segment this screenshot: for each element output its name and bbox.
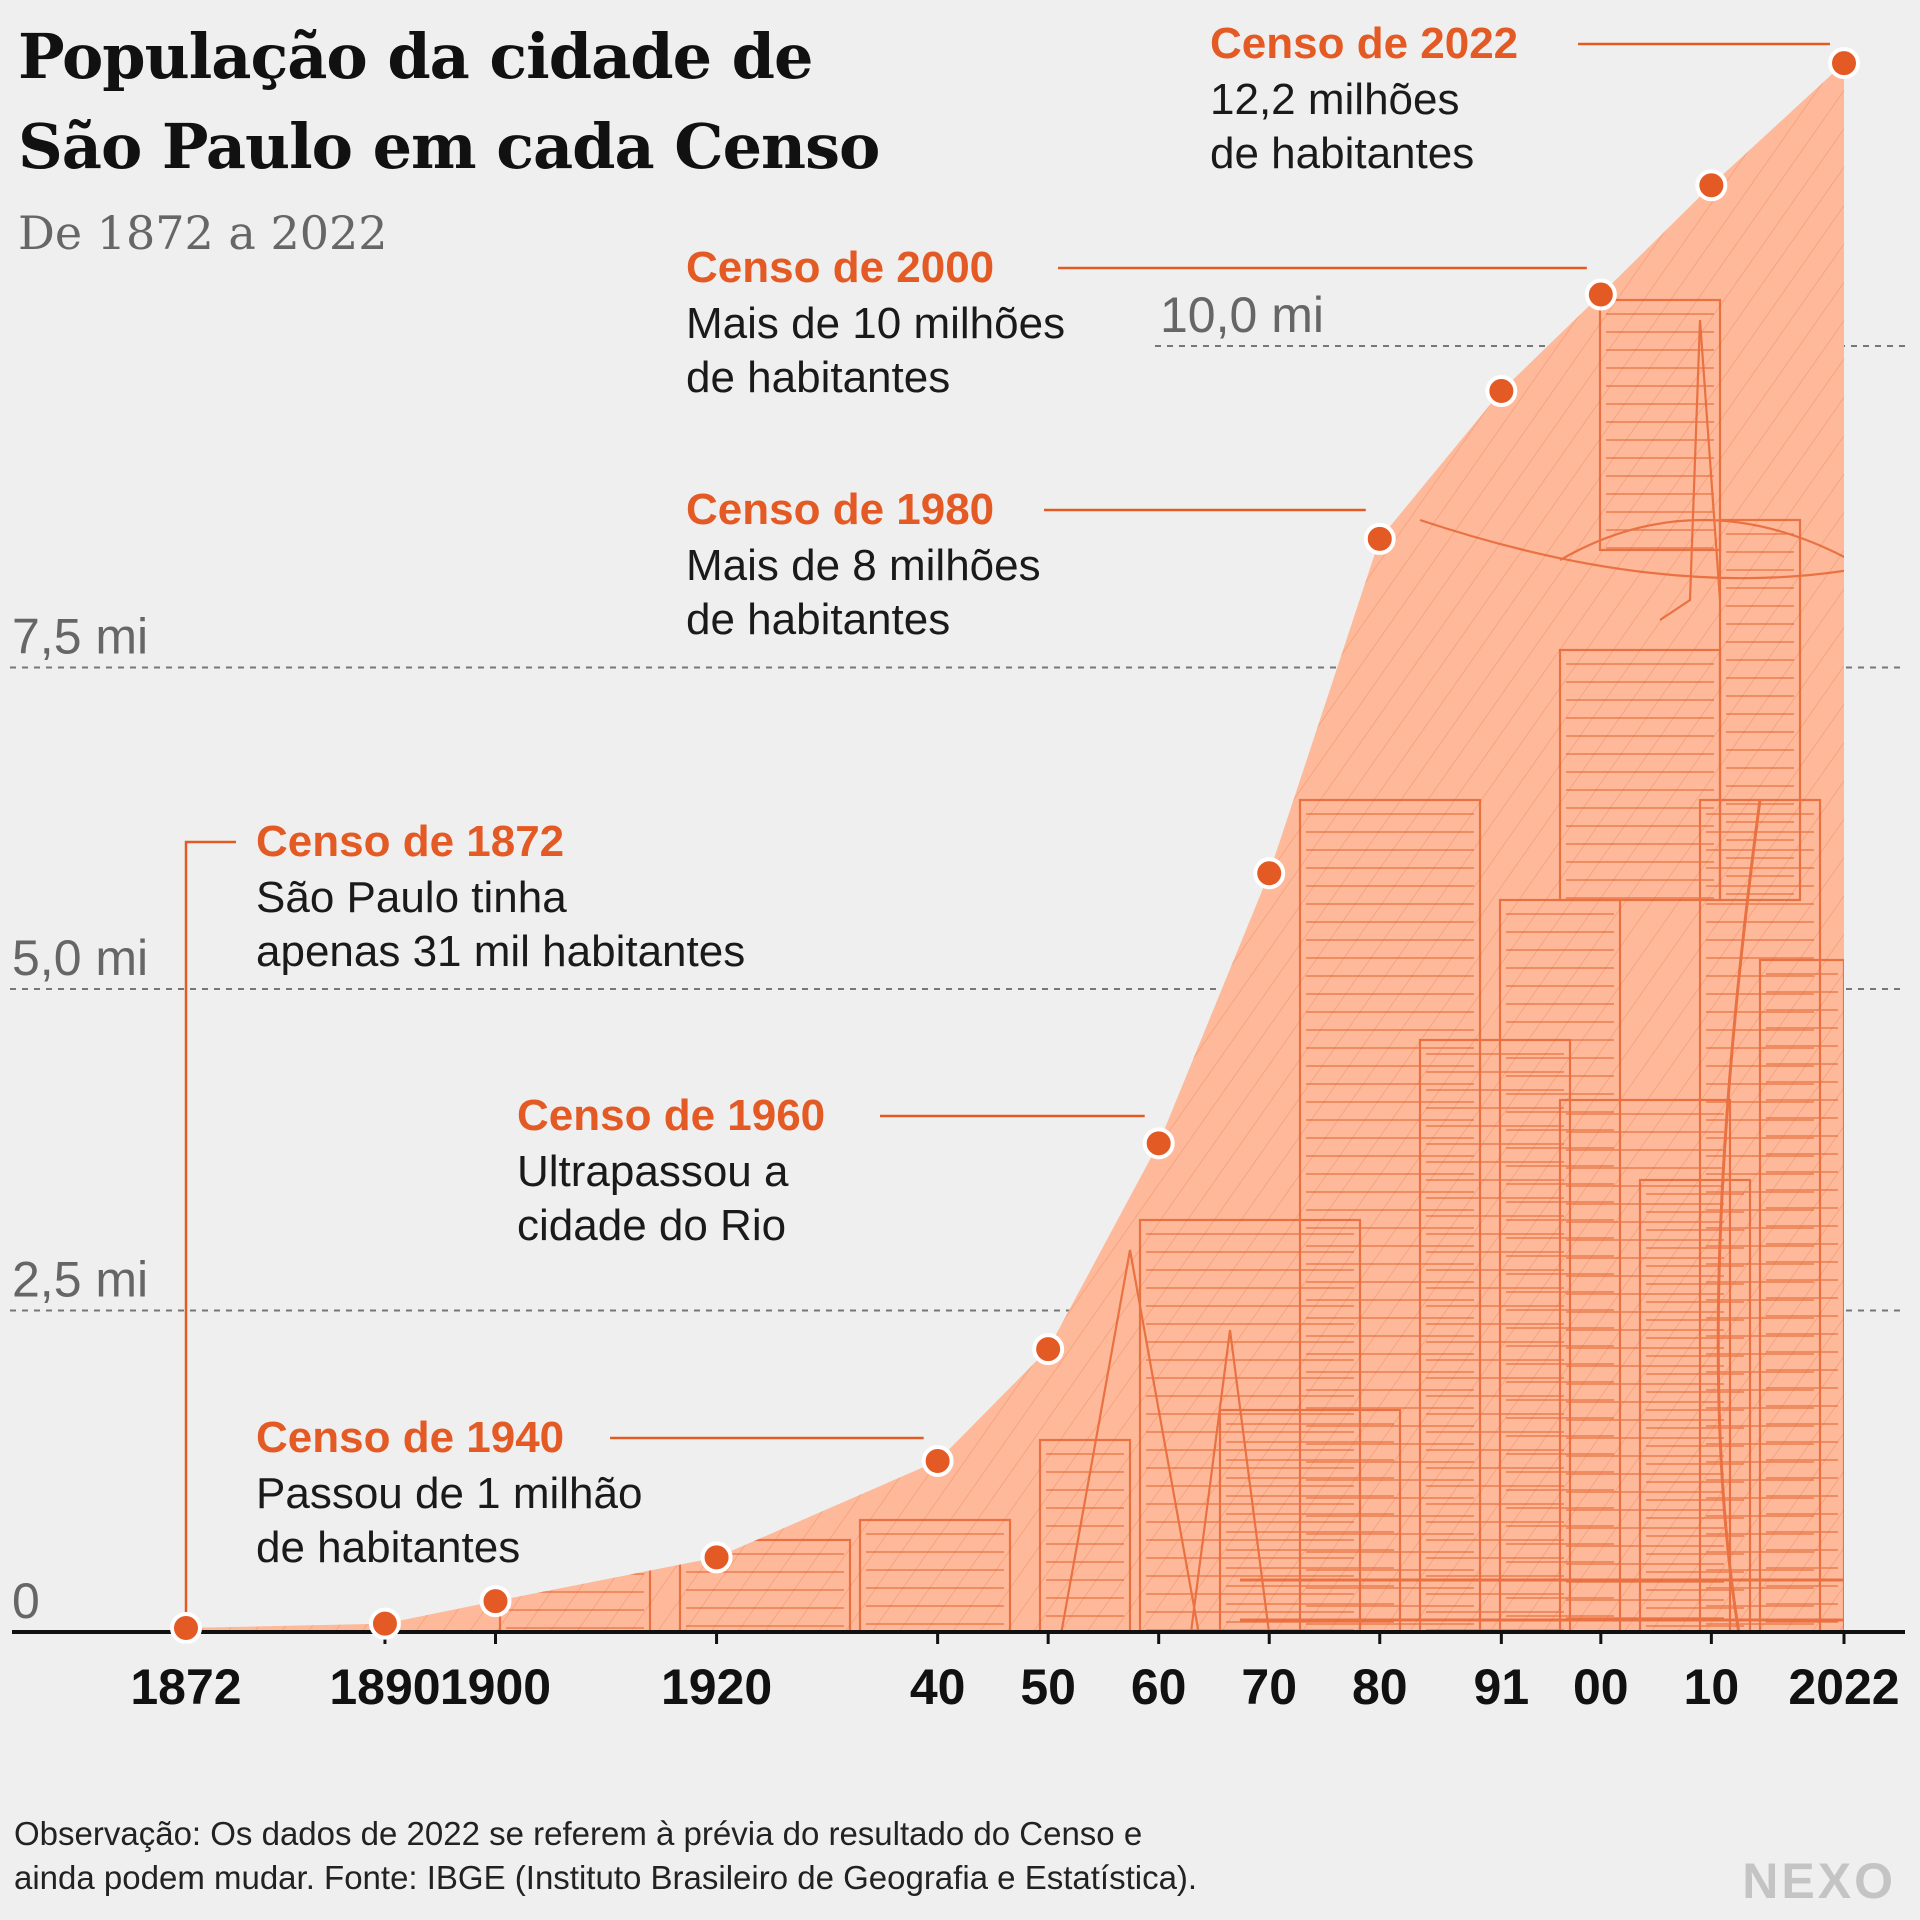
y-tick-label: 5,0 mi <box>12 930 148 986</box>
data-point-2000 <box>1584 278 1617 311</box>
annotation-1960: Censo de 1960 Ultrapassou a cidade do Rio <box>517 1091 1145 1250</box>
data-point-1872 <box>170 1612 202 1645</box>
x-tick-label: 70 <box>1241 1659 1297 1715</box>
data-point-1920 <box>700 1541 733 1574</box>
data-point-1890 <box>368 1607 401 1640</box>
title-line-1: População da cidade de <box>18 20 813 93</box>
annotation-title: Censo de 2022 <box>1210 19 1518 68</box>
annotation-2000: Censo de 2000 Mais de 10 milhões de habita… <box>686 243 1587 402</box>
data-points <box>170 47 1860 1645</box>
chart-title: População da cidade de São Paulo em cada… <box>18 12 880 192</box>
title-line-2: São Paulo em cada Censo <box>18 110 880 183</box>
data-point-2010 <box>1695 169 1728 202</box>
x-tick-label: 91 <box>1474 1659 1530 1715</box>
annotation-text: São Paulo tinha <box>256 873 567 922</box>
nexo-logo: NEXO <box>1742 1853 1896 1909</box>
leader-line <box>184 840 236 1615</box>
tick-labels: 0 2,5 mi 5,0 mi 7,5 mi 10,0 mi 1872 1890 1900 19… <box>12 287 1900 1715</box>
annotation-1872: Censo de 1872 São Paulo tinha apenas 31 mi… <box>184 817 745 1615</box>
annotation-text: de habitantes <box>256 1523 520 1572</box>
building-shape <box>1718 518 1802 902</box>
note-line-2: ainda podem mudar. Fonte: IBGE (Institut… <box>14 1859 1198 1896</box>
data-point-1991 <box>1485 375 1518 408</box>
x-tick-label: 60 <box>1131 1659 1187 1715</box>
building-shape <box>1598 298 1722 552</box>
annotation-title: Censo de 1940 <box>256 1413 564 1462</box>
chart-subtitle: De 1872 a 2022 <box>18 206 388 260</box>
annotation-title: Censo de 2000 <box>686 243 994 292</box>
data-point-1960 <box>1142 1127 1175 1160</box>
annotation-2022: Censo de 2022 12,2 milhões de habitantes <box>1210 19 1830 178</box>
bridge-cables <box>1419 319 1844 621</box>
x-tick-label: 2022 <box>1788 1659 1899 1715</box>
annotation-text: de habitantes <box>1210 129 1474 178</box>
y-tick-label: 7,5 mi <box>12 609 148 665</box>
x-tick-label: 00 <box>1573 1659 1629 1715</box>
road-curve <box>1716 799 1762 1633</box>
annotation-text: cidade do Rio <box>517 1201 786 1250</box>
annotation-text: Passou de 1 milhão <box>256 1469 642 1518</box>
area-texture <box>186 63 1844 1633</box>
annotation-1980: Censo de 1980 Mais de 8 milhões de habitan… <box>686 485 1366 644</box>
x-axis <box>12 1630 1905 1644</box>
data-point-1980 <box>1363 522 1396 555</box>
annotation-text: Mais de 8 milhões <box>686 541 1041 590</box>
annotation-text: Ultrapassou a <box>517 1147 789 1196</box>
church-spires <box>1058 1249 1272 1633</box>
y-tick-label: 2,5 mi <box>12 1252 148 1308</box>
data-point-1900 <box>479 1585 512 1618</box>
note-line-1: Observação: Os dados de 2022 se referem … <box>14 1815 1143 1852</box>
y-tick-label: 0 <box>12 1573 40 1629</box>
annotation-text: Mais de 10 milhões <box>686 299 1065 348</box>
annotation-title: Censo de 1872 <box>256 817 564 866</box>
source-note: Observação: Os dados de 2022 se referem … <box>14 1812 1197 1900</box>
annotation-title: Censo de 1980 <box>686 485 994 534</box>
x-tick-label: 40 <box>910 1659 966 1715</box>
annotation-text: apenas 31 mil habitantes <box>256 927 745 976</box>
x-tick-label: 1900 <box>440 1659 551 1715</box>
x-tick-label: 1920 <box>661 1659 772 1715</box>
data-point-1970 <box>1253 857 1286 890</box>
data-point-1950 <box>1032 1333 1065 1366</box>
annotation-text: 12,2 milhões <box>1210 75 1459 124</box>
x-tick-label: 1872 <box>130 1659 241 1715</box>
annotation-text: de habitantes <box>686 353 950 402</box>
annotation-1940: Censo de 1940 Passou de 1 milhão de habita… <box>256 1413 924 1572</box>
x-tick-label: 80 <box>1352 1659 1408 1715</box>
x-tick-label: 50 <box>1020 1659 1076 1715</box>
data-point-1940 <box>921 1444 954 1477</box>
annotation-text: de habitantes <box>686 595 950 644</box>
x-tick-label: 10 <box>1684 1659 1740 1715</box>
data-point-2022 <box>1828 47 1860 80</box>
train-line <box>1240 1578 1844 1622</box>
annotation-title: Censo de 1960 <box>517 1091 825 1140</box>
y-tick-label: 10,0 mi <box>1160 287 1324 343</box>
area-layer <box>186 63 1844 1633</box>
x-tick-label: 1890 <box>329 1659 440 1715</box>
